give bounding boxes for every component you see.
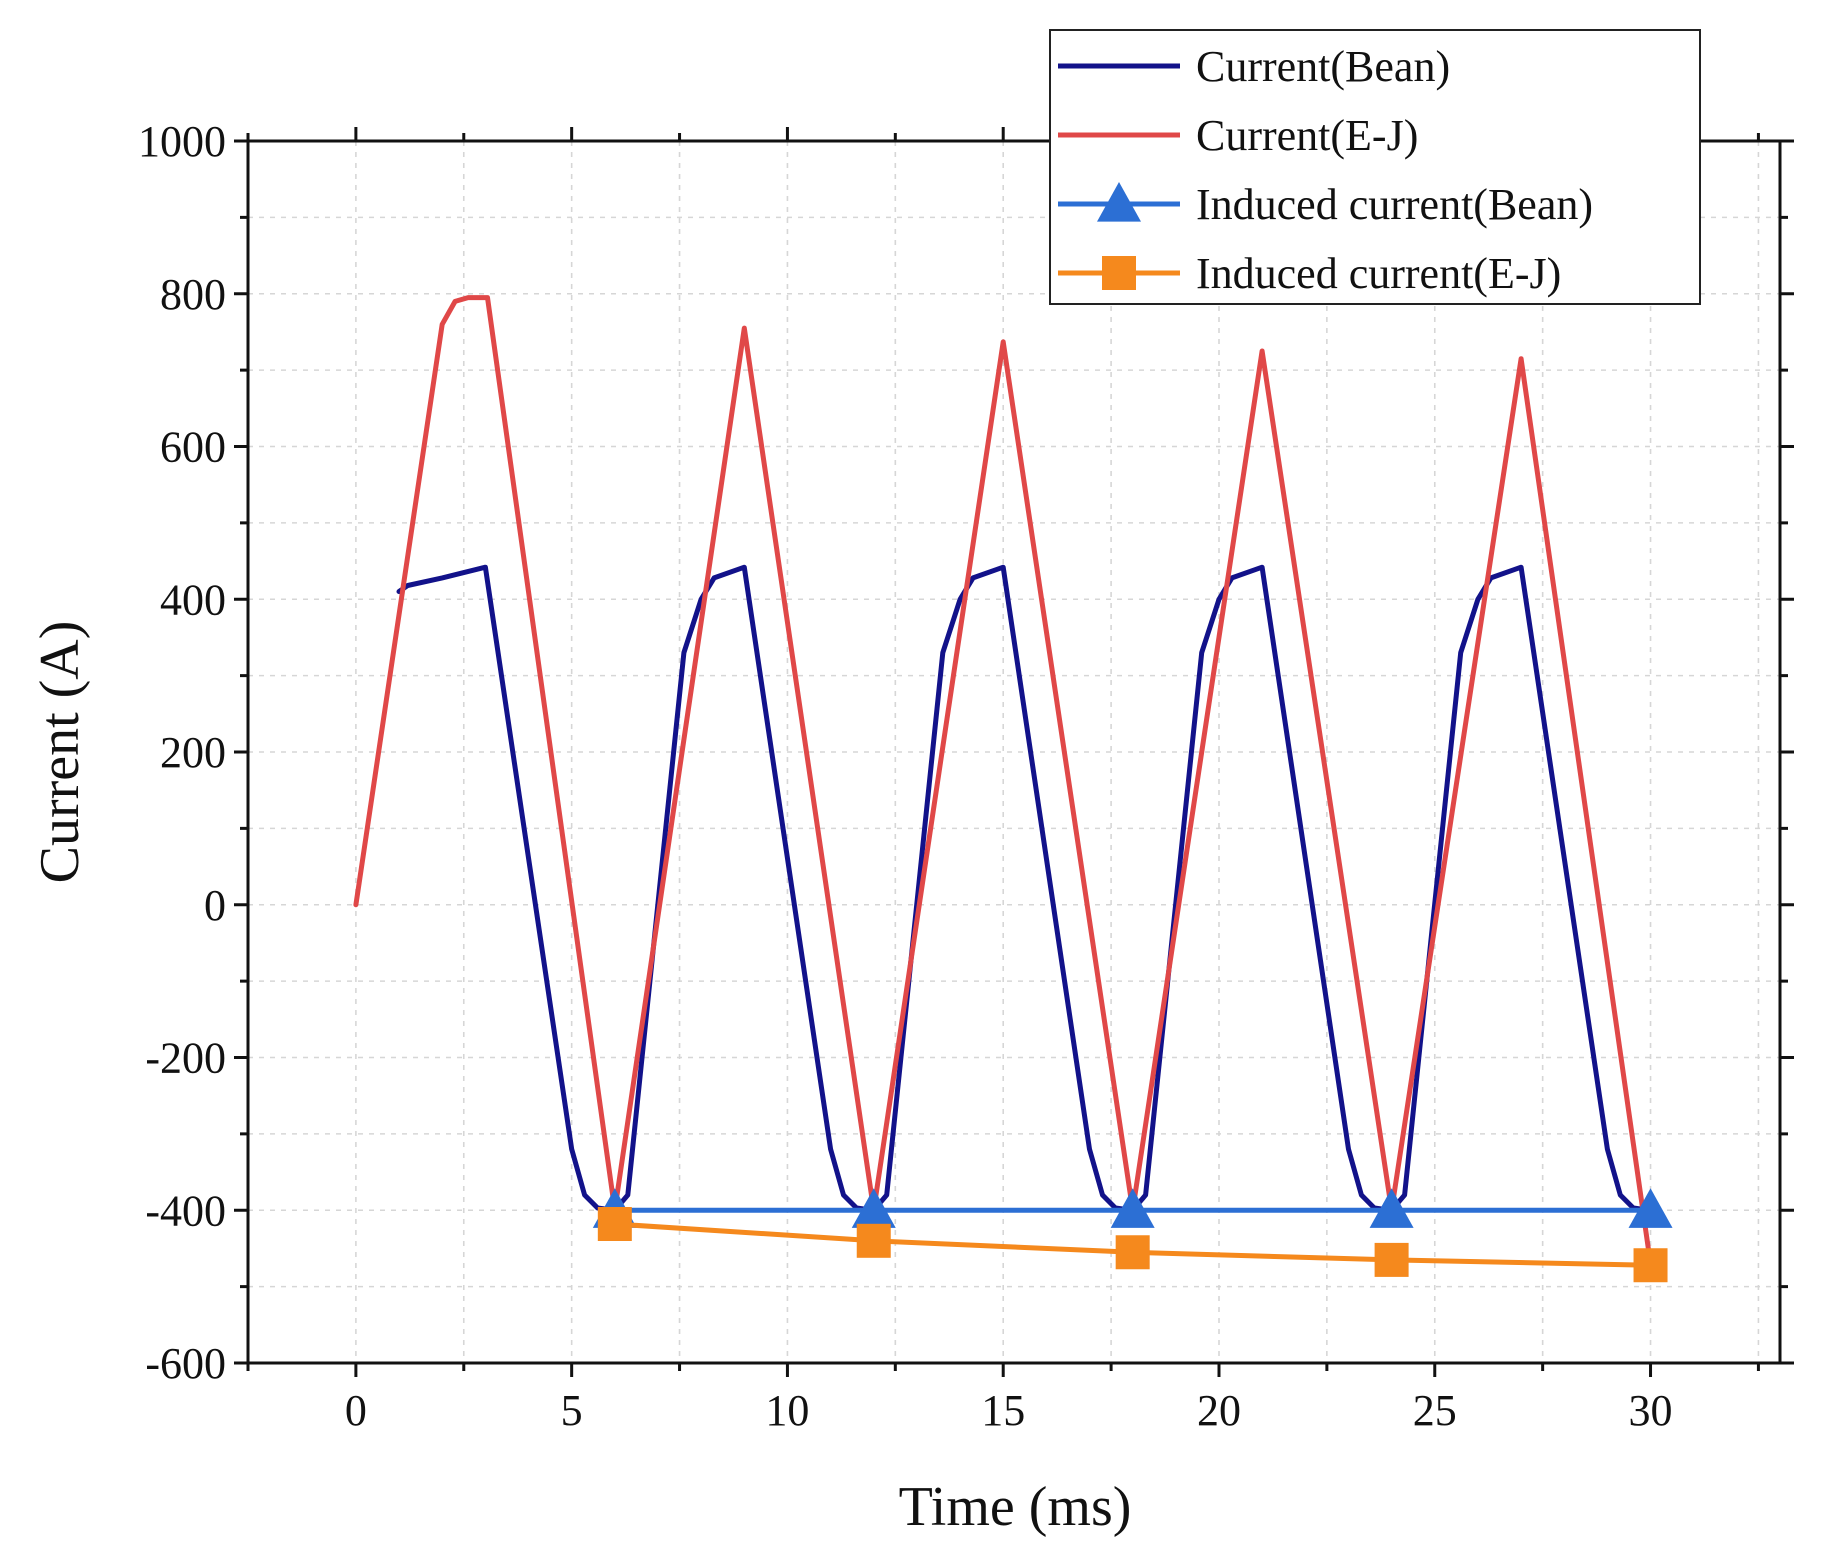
series-line xyxy=(396,564,1653,1213)
x-tick-label: 25 xyxy=(1413,1386,1457,1435)
legend-entry: Current(E-J) xyxy=(1058,111,1418,160)
series-lines xyxy=(353,295,1673,1283)
y-tick-label: 400 xyxy=(160,575,226,624)
legend-entry: Current(Bean) xyxy=(1058,42,1450,91)
legend-label: Current(E-J) xyxy=(1196,111,1418,160)
data-point-marker xyxy=(1115,1235,1150,1270)
y-tick-label: 1000 xyxy=(138,117,226,166)
series-1 xyxy=(396,564,1653,1213)
y-axis-title: Current (A) xyxy=(29,621,91,884)
series-4 xyxy=(597,1206,1668,1283)
y-tick-label: 800 xyxy=(160,270,226,319)
x-tick-labels: 0 5 10 15 20 25 30 xyxy=(345,1386,1673,1435)
data-point-marker xyxy=(1628,1188,1673,1228)
series-line xyxy=(353,295,1653,1267)
x-tick-label: 5 xyxy=(561,1386,583,1435)
y-tick-label: 0 xyxy=(204,881,226,930)
data-point-marker xyxy=(1374,1242,1409,1277)
x-tick-label: 30 xyxy=(1629,1386,1673,1435)
data-point-marker xyxy=(1369,1188,1414,1228)
y-tick-label: -600 xyxy=(145,1339,226,1388)
legend-entry: Induced current(E-J) xyxy=(1058,249,1561,298)
data-point-marker xyxy=(1110,1188,1155,1228)
y-tick-label: -400 xyxy=(145,1186,226,1235)
y-tick-labels: -600 -400 -200 0 200 400 600 800 1000 xyxy=(138,117,226,1388)
legend-marker xyxy=(1097,182,1141,222)
x-tick-label: 20 xyxy=(1197,1386,1241,1435)
x-axis-title: Time (ms) xyxy=(899,1476,1132,1538)
legend-marker xyxy=(1102,256,1136,290)
y-tick-label: -200 xyxy=(145,1034,226,1083)
legend-label: Current(Bean) xyxy=(1196,42,1450,91)
legend: Current(Bean) Current(E-J) Induced current… xyxy=(1049,29,1701,305)
data-point-marker xyxy=(597,1206,632,1241)
x-tick-label: 10 xyxy=(765,1386,809,1435)
data-point-marker xyxy=(851,1188,896,1228)
y-tick-label: 600 xyxy=(160,423,226,472)
legend-label: Induced current(Bean) xyxy=(1196,180,1593,229)
data-point-marker xyxy=(856,1223,891,1258)
x-tick-label: 0 xyxy=(345,1386,367,1435)
y-tick-label: 200 xyxy=(160,728,226,777)
x-tick-label: 15 xyxy=(981,1386,1025,1435)
legend-entry: Induced current(Bean) xyxy=(1058,180,1593,229)
legend-box xyxy=(1049,29,1701,305)
legend-label: Induced current(E-J) xyxy=(1196,249,1561,298)
series-3 xyxy=(592,1188,1673,1228)
series-2 xyxy=(353,295,1653,1267)
data-point-marker xyxy=(1633,1248,1668,1283)
